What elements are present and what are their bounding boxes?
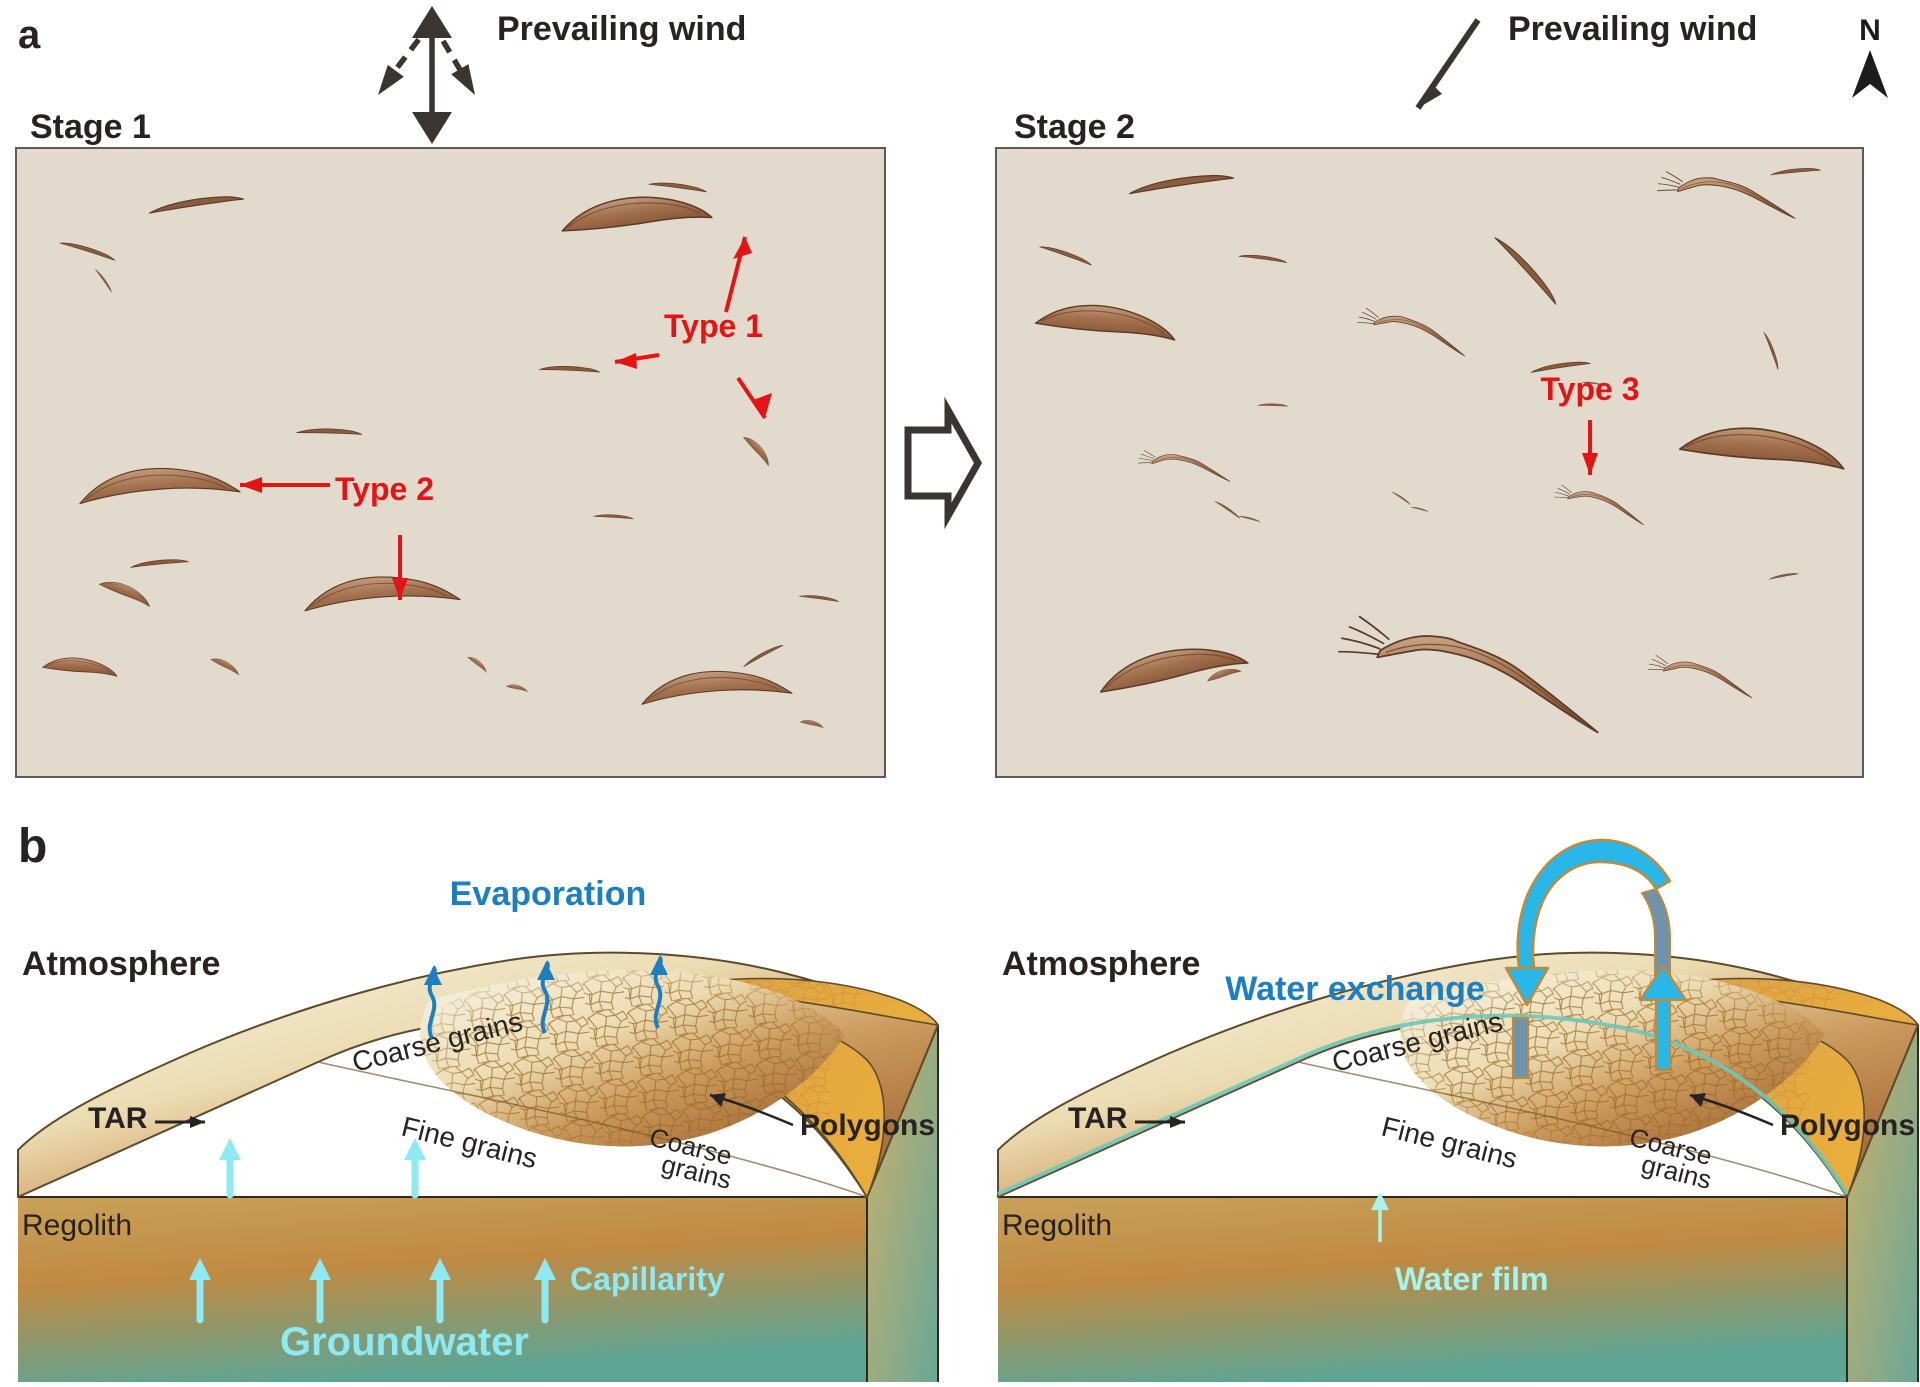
svg-text:TAR: TAR (88, 1102, 148, 1135)
svg-text:Stage 1: Stage 1 (30, 108, 151, 146)
svg-text:TAR: TAR (1068, 1102, 1128, 1135)
svg-text:Polygons: Polygons (800, 1109, 935, 1142)
svg-text:Atmosphere: Atmosphere (1002, 945, 1200, 983)
svg-text:Prevailing wind: Prevailing wind (1508, 10, 1757, 48)
svg-text:Groundwater: Groundwater (280, 1320, 529, 1364)
svg-text:Atmosphere: Atmosphere (22, 945, 220, 983)
svg-text:a: a (18, 13, 41, 57)
svg-text:Water film: Water film (1395, 1261, 1549, 1297)
svg-text:Water exchange: Water exchange (1225, 970, 1485, 1008)
svg-text:N: N (1859, 14, 1881, 47)
svg-text:Prevailing wind: Prevailing wind (497, 10, 746, 48)
svg-text:Regolith: Regolith (1002, 1209, 1112, 1242)
svg-text:Type 3: Type 3 (1541, 371, 1640, 407)
svg-text:Type 2: Type 2 (335, 471, 434, 507)
svg-text:Polygons: Polygons (1780, 1109, 1915, 1142)
svg-text:b: b (18, 820, 47, 873)
svg-text:Type 1: Type 1 (664, 308, 763, 344)
svg-text:Regolith: Regolith (22, 1209, 132, 1242)
svg-text:Capillarity: Capillarity (570, 1261, 725, 1297)
svg-text:Stage 2: Stage 2 (1014, 108, 1135, 146)
svg-text:Evaporation: Evaporation (450, 875, 646, 913)
